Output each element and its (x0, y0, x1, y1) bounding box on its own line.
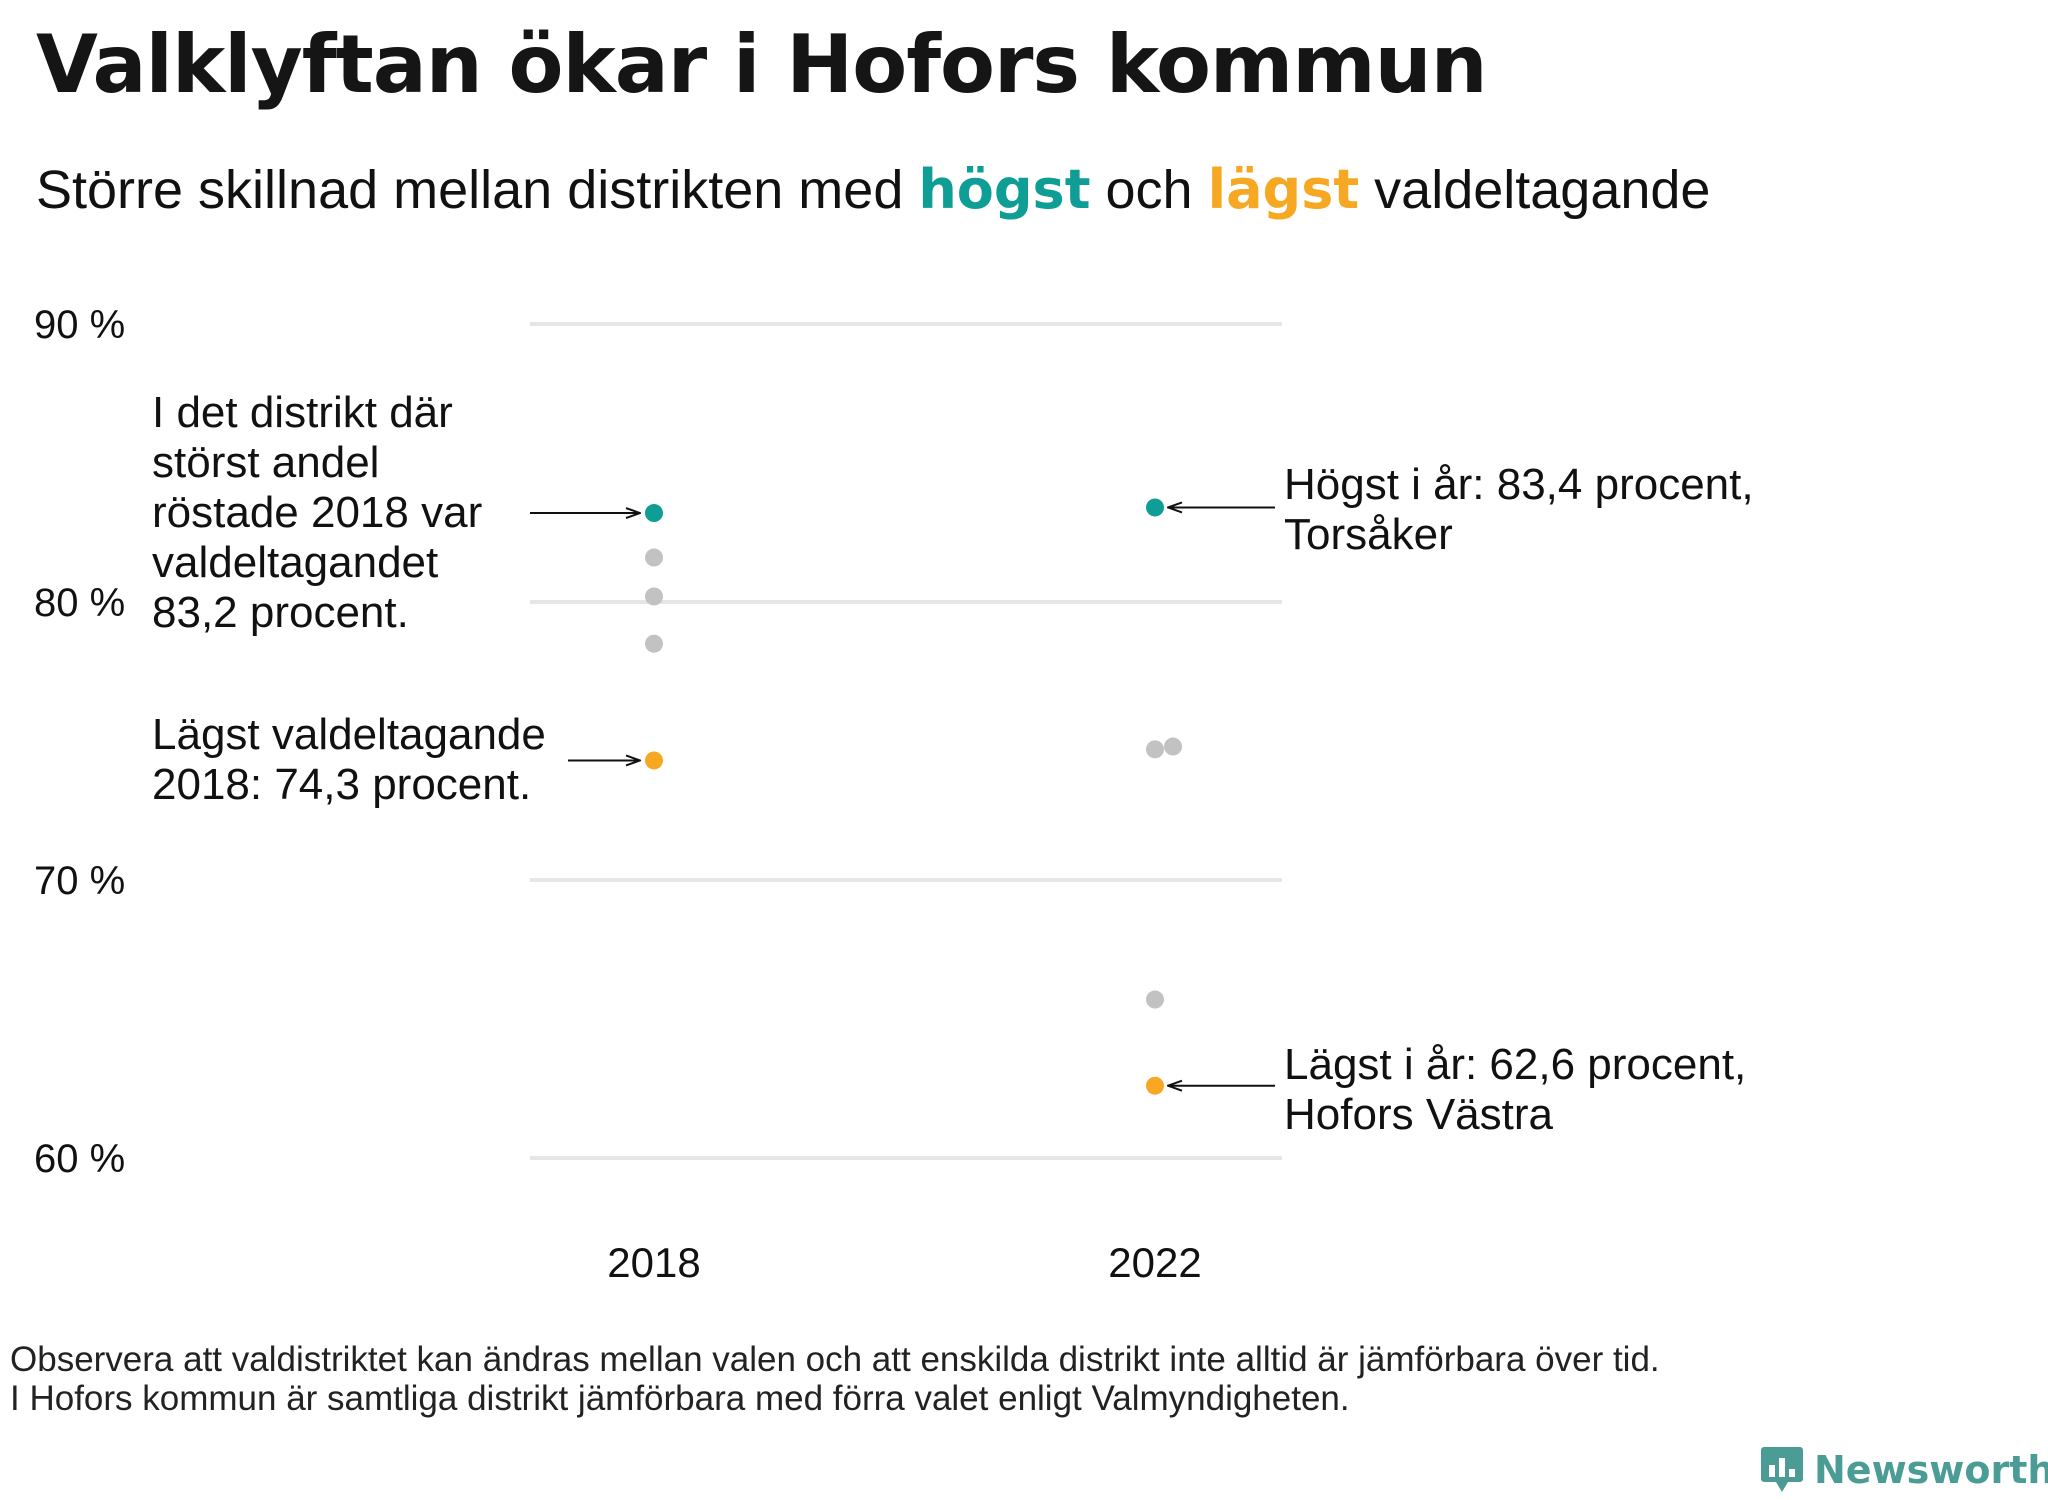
annotation-high-2022-line-1: Högst i år: 83,4 procent, (1284, 460, 1754, 509)
annotation-high-2018-line-5: 83,2 procent. (152, 588, 409, 637)
subtitle-highest: högst (918, 158, 1091, 221)
logo-text: Newsworthy (1814, 1448, 2048, 1492)
y-tick-label-90: 90 % (34, 303, 125, 347)
annotation-high-2022: Högst i år: 83,4 procent, Torsåker (1284, 460, 1754, 560)
dot-2022-lowest-4 (1146, 1076, 1164, 1095)
annotation-high-2018-line-1: I det distrikt där (152, 388, 453, 437)
newsworthy-logo: Newsworthy (1760, 1445, 2048, 1495)
dot-2018-lowest-4 (645, 751, 663, 770)
dot-2018-other-1 (645, 548, 663, 567)
y-tick-label-60: 60 % (34, 1137, 125, 1181)
chart-title: Valklyftan ökar i Hofors kommun (36, 18, 1488, 111)
annotation-low-2022-line-1: Lägst i år: 62,6 procent, (1284, 1040, 1747, 1089)
footnote-line-1: Observera att valdistriktet kan ändras m… (10, 1340, 1660, 1379)
dot-2018-highest-0 (645, 504, 663, 523)
dot-2018-other-3 (645, 634, 663, 653)
footnote-line-2: I Hofors kommun är samtliga distrikt jäm… (10, 1379, 1350, 1418)
subtitle-text-1: Större skillnad mellan distrikten med (36, 160, 919, 220)
subtitle-text-3: valdeltagande (1359, 160, 1711, 220)
y-tick-label-70: 70 % (34, 859, 125, 903)
y-tick-label-80: 80 % (34, 581, 125, 625)
x-tick-label-2022: 2022 (1108, 1239, 1201, 1286)
annotation-high-2018-line-4: valdeltagandet (152, 538, 439, 587)
dot-chart: 90 % 80 % 70 % 60 % 2018 2022 (34, 303, 1282, 1286)
annotation-low-2018-line-2: 2018: 74,3 procent. (152, 760, 532, 809)
chart-subtitle: Större skillnad mellan distrikten med hö… (36, 158, 1710, 221)
annotation-low-2022: Lägst i år: 62,6 procent, Hofors Västra (1284, 1040, 1746, 1140)
dot-2022-highest-0 (1146, 498, 1164, 517)
annotation-high-2018-line-2: störst andel (152, 438, 380, 487)
dot-2022-other-3 (1146, 990, 1164, 1009)
dot-2018-other-2 (645, 587, 663, 606)
footnote: Observera att valdistriktet kan ändras m… (10, 1340, 1660, 1418)
x-tick-label-2018: 2018 (607, 1239, 700, 1286)
dot-2022-other-2 (1164, 737, 1182, 756)
annotation-low-2022-line-2: Hofors Västra (1284, 1090, 1553, 1139)
newsworthy-chart-icon (1761, 1447, 1803, 1492)
annotation-low-2018-line-1: Lägst valdeltagande (152, 710, 546, 759)
annotation-high-2018: I det distrikt där störst andel röstade 20… (152, 388, 482, 638)
annotation-low-2018: Lägst valdeltagande 2018: 74,3 procent. (152, 710, 546, 810)
annotation-high-2022-line-2: Torsåker (1284, 510, 1453, 559)
subtitle-text-2: och (1090, 160, 1208, 220)
dot-2022-other-1 (1146, 740, 1164, 759)
annotation-high-2018-line-3: röstade 2018 var (152, 488, 483, 537)
subtitle-lowest: lägst (1207, 158, 1360, 221)
